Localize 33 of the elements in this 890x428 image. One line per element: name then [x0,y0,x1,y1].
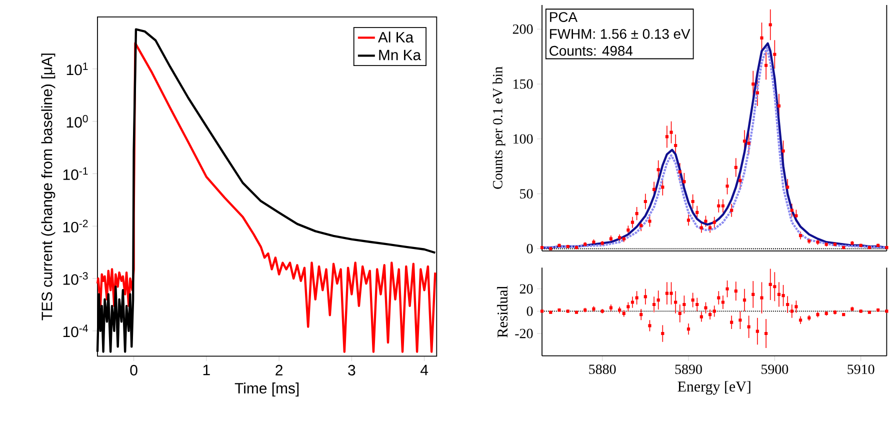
y-tick-label: 100 [514,134,533,144]
annotation: Counts: 4984 [550,46,633,56]
y-tick-label: 10$^{-1}$ [63,167,88,180]
y-tick-label: 10$^{-3}$ [63,272,88,285]
x-tick-label: 1 [203,364,210,376]
x-axis-title: Energy [eV] [678,381,750,395]
x-tick-label: 2 [276,364,282,376]
x-tick-label: 4 [420,364,428,376]
x-tick-label: 5890 [675,364,702,374]
y-tick-label: 10$^{1}$ [66,62,88,76]
x-tick-label: 5900 [762,364,788,374]
y-axis-title: Counts per 0.1 eV bin [492,66,506,189]
x-tick-label: 5880 [589,364,616,374]
y-tick-label: 200 [512,24,533,34]
y-axis-title: TES current (change from baseline) [μA] [41,54,56,320]
legend-label: Al Ka [378,32,414,43]
y-tick-label: -20 [515,328,533,338]
x-tick-label: 0 [130,364,138,376]
y-tick-label: 0 [526,244,533,254]
x-tick-label: 5910 [848,364,874,374]
y-tick-label: 10$^{-2}$ [63,220,88,232]
y-axis-title: Residual [497,286,508,338]
legend-label: Mn Ka [379,50,422,60]
annotation: FWHM: 1.56 ± 0.13 eV [550,29,690,39]
annotation: PCA [550,12,578,22]
y-tick-label: 50 [520,189,533,199]
x-axis-title: Time [ms] [234,382,299,397]
y-tick-label: 10$^{-4}$ [63,324,88,338]
y-tick-label: 150 [514,79,533,89]
y-tick-label: 10$^{0}$ [66,114,88,128]
y-tick-label: 20 [520,284,533,294]
y-tick-label: 0 [526,306,533,316]
x-tick-label: 3 [348,364,356,376]
